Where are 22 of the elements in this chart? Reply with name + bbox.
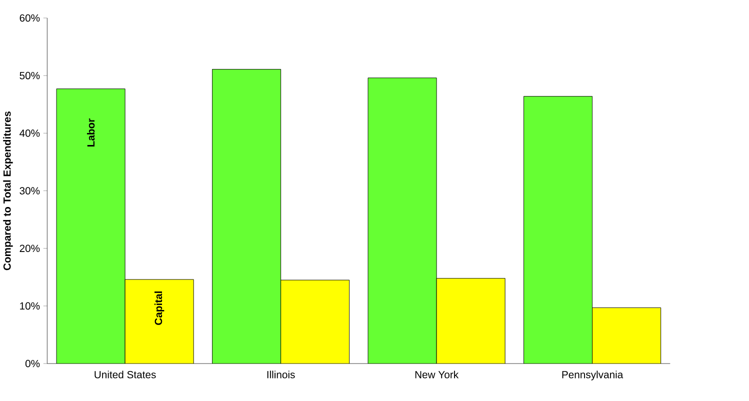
y-tick-label: 50% (20, 72, 40, 80)
y-tick-label: 20% (20, 244, 40, 252)
series-label: Capital (154, 291, 164, 325)
bar (436, 278, 506, 364)
bar (524, 96, 593, 364)
y-tick-label: 10% (20, 302, 40, 310)
series-label: Labor (86, 118, 95, 146)
bar (125, 279, 194, 364)
y-tick-label: 30% (20, 186, 40, 194)
bar (368, 78, 437, 364)
x-tick-label: United States (94, 370, 156, 378)
x-tick-label: New York (415, 370, 459, 378)
y-tick-label: 0% (25, 360, 40, 368)
y-tick-label: 40% (20, 129, 40, 137)
bar (280, 280, 350, 364)
x-tick-label: Illinois (267, 370, 295, 378)
y-tick-label: 60% (20, 14, 40, 22)
bar (212, 69, 281, 364)
x-tick-label: Pennsylvania (562, 370, 624, 380)
y-axis-title: Compared to Total Expenditures (3, 111, 13, 270)
bar (56, 88, 126, 364)
bar (592, 307, 662, 364)
